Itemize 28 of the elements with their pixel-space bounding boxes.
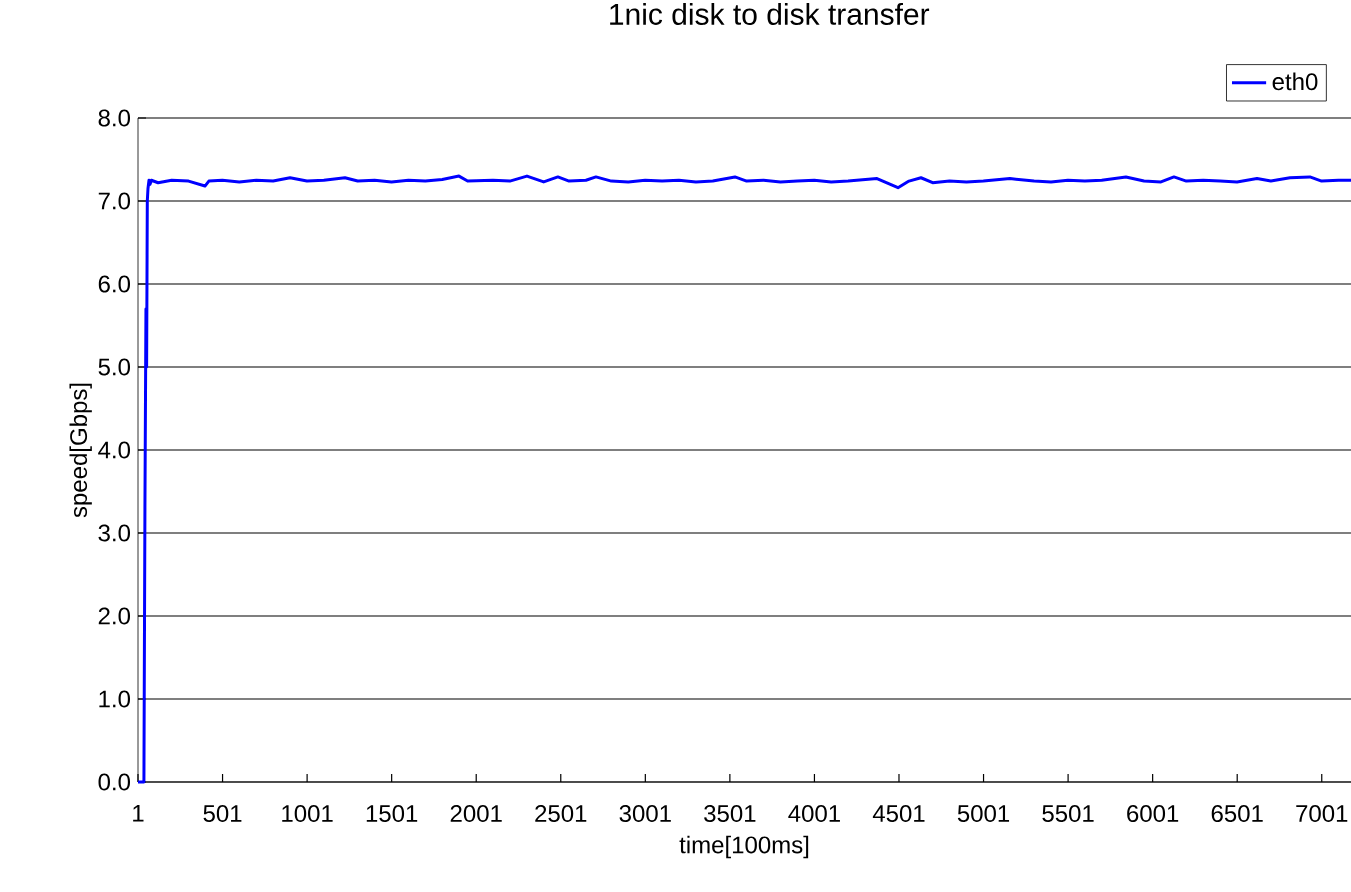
x-tick-label: 4501 [872, 805, 925, 823]
y-axis-title: speed[Gbps] [69, 383, 92, 518]
x-tick-label: 5501 [1042, 805, 1094, 823]
y-tick-label: 6.0 [98, 275, 131, 293]
y-tick-label: 2.0 [98, 607, 131, 625]
x-tick-label: 1501 [366, 805, 418, 823]
x-tick-label: 3001 [619, 805, 671, 823]
y-tick-label: 4.0 [98, 441, 131, 459]
x-tick-label: 6501 [1211, 805, 1263, 823]
chart-title: 1nic disk to disk transfer [610, 2, 930, 25]
x-axis-title: time[100ms] [679, 835, 809, 859]
x-tick-label: 4001 [788, 805, 840, 823]
legend-label: eth0 [1272, 72, 1318, 91]
x-tick-label: 5001 [957, 805, 1010, 823]
y-tick-label: 1.0 [99, 690, 131, 708]
x-tick-label: 1001 [282, 805, 333, 823]
y-tick-label: 5.0 [98, 358, 131, 376]
x-tick-label: 501 [203, 805, 242, 823]
x-tick-label: 1 [133, 805, 144, 822]
x-tick-label: 2501 [535, 805, 587, 823]
x-tick-label: 3501 [704, 805, 756, 823]
x-tick-label: 2001 [450, 805, 502, 823]
y-tick-label: 7.0 [98, 192, 131, 210]
y-tick-label: 8.0 [98, 109, 131, 127]
y-tick-label: 3.0 [98, 524, 131, 542]
y-tick-label: 0.0 [98, 773, 131, 791]
x-tick-label: 6001 [1127, 805, 1179, 823]
x-tick-label: 7001 [1296, 805, 1348, 823]
